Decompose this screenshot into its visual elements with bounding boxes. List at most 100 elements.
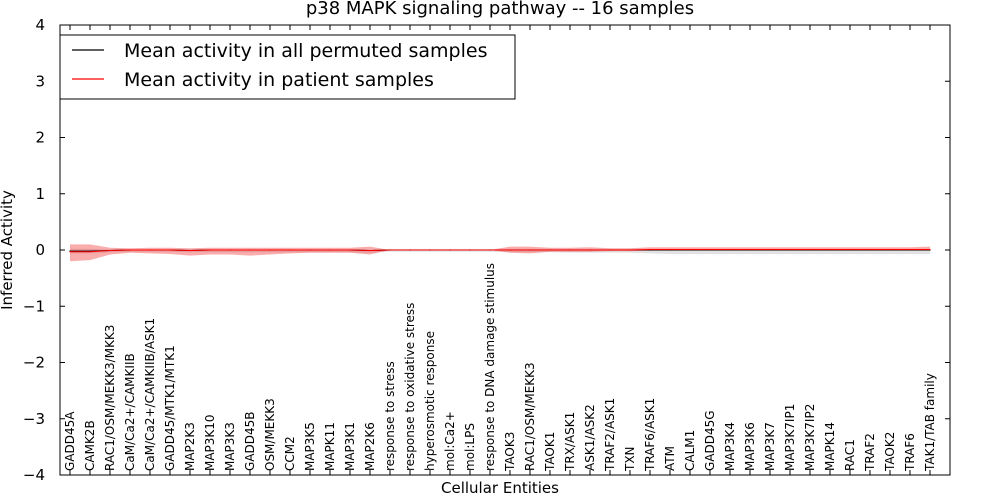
x-tick-label: OSM/MEKK3 xyxy=(263,398,277,471)
x-tick-label: MAP3K6 xyxy=(743,422,757,471)
data-point xyxy=(389,249,391,251)
data-point xyxy=(649,248,651,251)
data-point xyxy=(569,249,571,251)
data-point xyxy=(869,248,871,251)
y-tick-label: 2 xyxy=(35,129,45,147)
data-point xyxy=(709,248,711,251)
x-tick-label: MAPK14 xyxy=(823,422,837,471)
data-point xyxy=(849,248,851,251)
x-tick-label: GADD45G xyxy=(703,410,717,471)
series-line-patient xyxy=(70,248,930,253)
data-point xyxy=(369,249,371,252)
x-tick-label: MAP3K7IP2 xyxy=(803,404,817,471)
data-point xyxy=(409,249,411,251)
x-tick-label: MAP3K7IP1 xyxy=(783,404,797,471)
x-tick-label: RAC1/OSM/MEKK3/MKK3 xyxy=(103,325,117,471)
y-axis-label: Inferred Activity xyxy=(0,190,16,310)
x-tick-label: RAC1 xyxy=(843,439,857,471)
legend: Mean activity in all permuted samples Me… xyxy=(59,34,516,100)
x-tick-label: CCM2 xyxy=(283,436,297,471)
data-point xyxy=(249,249,251,251)
chart-title: p38 MAPK signaling pathway -- 16 samples xyxy=(306,0,694,19)
x-tick-label: CAMK2B xyxy=(83,420,97,471)
y-tick-label: −2 xyxy=(23,354,45,372)
y-tick-label: 3 xyxy=(35,72,45,90)
data-point xyxy=(529,249,531,251)
x-tick-label: GADD45/MTK1/MTK1 xyxy=(163,345,177,471)
data-point xyxy=(729,248,731,251)
data-point xyxy=(829,248,831,251)
band-patient xyxy=(70,244,930,262)
data-point xyxy=(929,248,931,251)
data-point xyxy=(469,249,471,251)
series-lines xyxy=(69,248,931,253)
x-tick-label: TRAF2/ASK1 xyxy=(603,398,617,472)
x-axis-ticks: GADD45A CAMK2B RAC1/OSM/MEKK3/MKK3 CaM/Ca2+… xyxy=(63,25,937,475)
data-point xyxy=(449,249,451,251)
data-point xyxy=(769,248,771,251)
data-point xyxy=(349,249,351,251)
x-tick-label: MAP3K1 xyxy=(343,422,357,471)
y-tick-label: 4 xyxy=(35,16,45,34)
data-point xyxy=(149,249,151,251)
data-point xyxy=(589,249,591,251)
legend-label-patient: Mean activity in patient samples xyxy=(124,69,434,91)
data-point xyxy=(909,248,911,251)
x-tick-label: CaM/Ca2+/CAMKIIB/ASK1 xyxy=(143,318,157,471)
data-point xyxy=(609,249,611,251)
data-point xyxy=(549,249,551,251)
data-point xyxy=(109,249,111,252)
data-point xyxy=(229,249,231,251)
x-tick-label: mol:Ca2+ xyxy=(443,411,457,471)
x-tick-label: MAP3K7 xyxy=(763,422,777,471)
x-tick-label: TRAF6/ASK1 xyxy=(643,398,657,472)
x-tick-label: ATM xyxy=(663,446,677,471)
y-axis-ticks: 4 3 2 1 0 −1 −2 −3 −4 xyxy=(23,16,950,484)
x-tick-label: MAP3K10 xyxy=(203,414,217,471)
x-tick-label: CALM1 xyxy=(683,430,697,471)
data-point xyxy=(269,249,271,251)
data-point xyxy=(309,249,311,251)
x-tick-label: response to DNA damage stimulus xyxy=(483,263,497,471)
data-point xyxy=(169,249,171,251)
data-point xyxy=(129,249,131,251)
x-tick-label: TAK1/TAB family xyxy=(923,373,937,472)
x-tick-label: TAOK2 xyxy=(883,432,897,472)
x-tick-label: TXN xyxy=(623,446,637,472)
x-axis-label: Cellular Entities xyxy=(441,479,559,497)
x-tick-label: MAPK11 xyxy=(323,422,337,471)
x-tick-label: CaM/Ca2+/CAMKIIB xyxy=(123,353,137,471)
x-tick-label: MAP2K3 xyxy=(183,422,197,471)
data-point xyxy=(189,249,191,252)
x-tick-label: TRAF6 xyxy=(903,433,917,472)
x-tick-label: hyperosmotic response xyxy=(423,331,437,471)
x-tick-label: RAC1/OSM/MEKK3 xyxy=(523,362,537,471)
data-point xyxy=(69,251,71,253)
x-tick-label: GADD45A xyxy=(63,411,77,471)
legend-label-permuted: Mean activity in all permuted samples xyxy=(124,40,487,62)
x-tick-label: GADD45B xyxy=(243,412,257,472)
x-tick-label: TAOK3 xyxy=(503,432,517,472)
x-tick-label: MAP3K4 xyxy=(723,422,737,471)
x-tick-label: mol:LPS xyxy=(463,423,477,471)
y-tick-label: 1 xyxy=(35,185,45,203)
data-point xyxy=(689,248,691,251)
data-point xyxy=(809,248,811,251)
x-tick-label: MAP3K5 xyxy=(303,422,317,471)
data-point xyxy=(749,248,751,251)
data-point xyxy=(629,249,631,251)
data-point xyxy=(429,249,431,251)
x-tick-label: TRX/ASK1 xyxy=(563,412,577,472)
data-point xyxy=(329,249,331,251)
y-tick-label: −1 xyxy=(23,297,45,315)
y-tick-label: 0 xyxy=(35,241,45,259)
x-tick-label: MAP3K3 xyxy=(223,422,237,471)
x-tick-label: MAP2K6 xyxy=(363,422,377,471)
data-point xyxy=(509,249,511,251)
data-point xyxy=(289,249,291,251)
y-tick-label: −4 xyxy=(23,466,45,484)
data-point xyxy=(889,248,891,251)
data-point xyxy=(89,251,91,253)
data-point xyxy=(209,249,211,251)
